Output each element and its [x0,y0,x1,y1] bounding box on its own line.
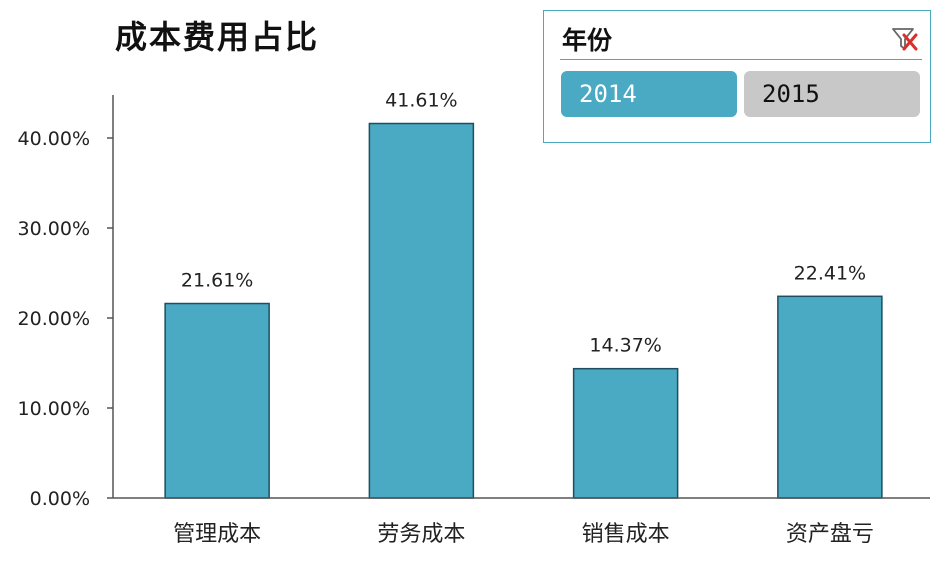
data-label: 21.61% [181,270,253,292]
slicer-header: 年份 [560,17,922,60]
filter-clear-icon[interactable] [890,25,920,53]
year-slicer: 年份 2014 2015 [543,10,931,143]
chart-title: 成本费用占比 [115,18,320,56]
bar-4 [777,295,883,499]
category-labels: 管理成本 劳务成本 销售成本 资产盘亏 [173,522,874,547]
slicer-item-2015[interactable]: 2015 [744,71,920,117]
bars [164,122,883,499]
data-labels: 21.61% 41.61% 14.37% 22.41% [181,90,866,357]
category-label: 销售成本 [582,522,670,547]
category-label: 资产盘亏 [786,522,874,547]
y-axis-ticks: 0.00% 10.00% 20.00% 30.00% 40.00% [18,128,113,510]
y-tick-label: 10.00% [18,398,90,420]
bar-1 [164,302,270,499]
category-label: 劳务成本 [377,522,465,547]
bar-3 [572,367,679,499]
y-tick-label: 20.00% [18,308,90,330]
slicer-item-2014[interactable]: 2014 [561,71,737,117]
bar-2 [368,122,475,499]
y-tick-label: 40.00% [18,128,90,150]
data-label: 41.61% [385,90,457,112]
y-tick-label: 30.00% [18,218,90,240]
category-label: 管理成本 [173,522,261,547]
data-label: 14.37% [589,335,661,357]
data-label: 22.41% [794,262,866,284]
y-tick-label: 0.00% [30,488,90,510]
slicer-title: 年份 [562,26,613,55]
